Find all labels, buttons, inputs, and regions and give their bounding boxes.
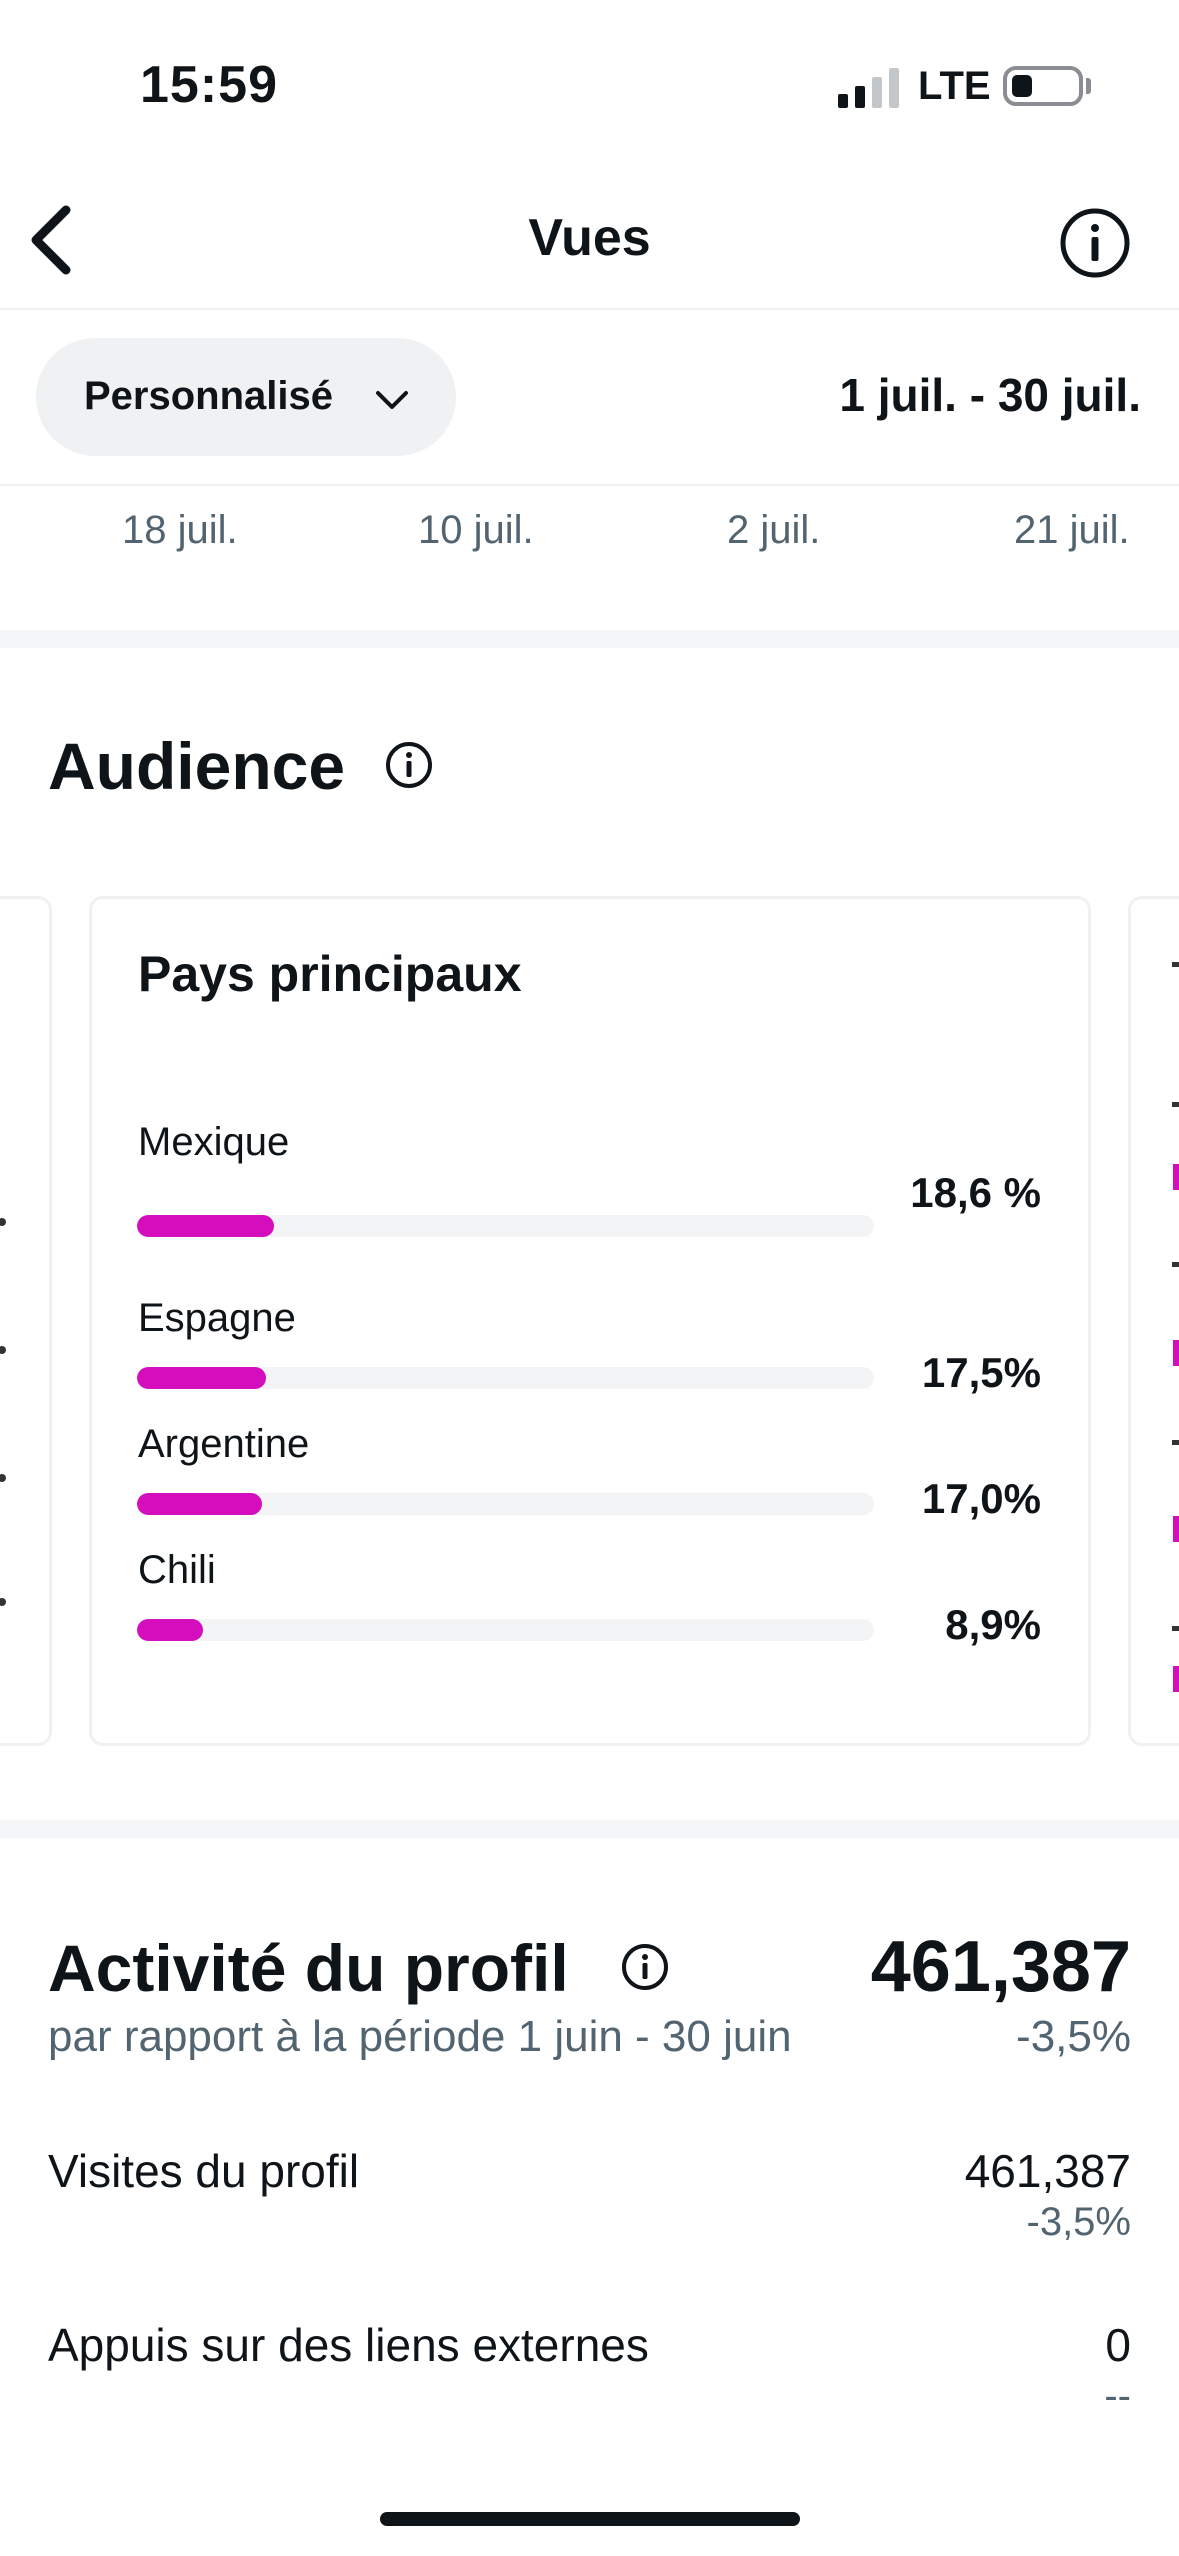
country-bar-fill: [137, 1493, 263, 1515]
country-percent: 8,9%: [945, 1601, 1041, 1648]
header-divider: [0, 308, 1179, 310]
axis-tick-label: 21 juil.: [1014, 508, 1130, 552]
country-label: Mexique: [138, 1120, 290, 1164]
edge-marker: [0, 1218, 6, 1226]
battery-tip: [1086, 78, 1091, 94]
section-separator: [0, 1820, 1179, 1838]
status-time: 15:59: [140, 56, 278, 114]
profile-activity-total: 461,387: [870, 1927, 1131, 2007]
card-title: Pays principaux: [138, 946, 522, 1002]
edge-marker: [1172, 1102, 1179, 1107]
profile-activity-heading: Activité du profil: [48, 1931, 569, 2005]
axis-tick-label: 10 juil.: [418, 508, 534, 552]
home-indicator[interactable]: [380, 2512, 800, 2526]
edge-marker: [1172, 1626, 1179, 1631]
metric-change: -3,5%: [1026, 2200, 1132, 2244]
period-dropdown-label: Personnalisé: [84, 374, 334, 418]
network-type: LTE: [918, 64, 991, 108]
edge-marker: [0, 1474, 6, 1482]
country-percent: 18,6 %: [910, 1169, 1041, 1216]
page-title: Vues: [528, 209, 651, 267]
metric-label: Appuis sur des liens externes: [48, 2319, 649, 2371]
top-countries-card[interactable]: [89, 896, 1091, 1746]
metric-value: 461,387: [964, 2145, 1131, 2197]
audience-heading: Audience: [48, 729, 346, 803]
country-label: Chili: [138, 1548, 216, 1592]
info-icon[interactable]: [384, 740, 434, 790]
country-bar-track: [137, 1493, 874, 1515]
info-icon[interactable]: [1058, 206, 1132, 280]
country-bar-fill: [137, 1619, 203, 1641]
metric-change: --: [1104, 2374, 1131, 2418]
edge-marker: [1172, 1262, 1179, 1267]
edge-bar: [1173, 1340, 1179, 1366]
total-change: -3,5%: [1016, 2012, 1131, 2061]
edge-bar: [1173, 1666, 1179, 1692]
signal-icon: [838, 68, 899, 108]
edge-marker: [0, 1598, 6, 1606]
country-percent: 17,0%: [921, 1475, 1041, 1522]
comparison-period: par rapport à la période 1 juin - 30 jui…: [48, 2012, 792, 2061]
edge-bar: [1173, 1164, 1179, 1190]
country-label: Argentine: [138, 1422, 310, 1466]
info-icon[interactable]: [620, 1942, 670, 1992]
country-bar-track: [137, 1619, 874, 1641]
chevron-down-icon: [376, 391, 408, 409]
metric-value: 0: [1105, 2319, 1131, 2371]
date-range[interactable]: 1 juil. - 30 juil.: [839, 369, 1141, 421]
edge-bar: [1173, 1516, 1179, 1542]
country-bar-track: [137, 1215, 874, 1237]
battery-icon: [1003, 66, 1083, 106]
audience-card-next[interactable]: [1128, 896, 1179, 1746]
axis-tick-label: 18 juil.: [122, 508, 238, 552]
edge-marker: [1172, 962, 1179, 967]
audience-card-previous[interactable]: [0, 896, 52, 1746]
edge-marker: [1172, 1440, 1179, 1445]
country-bar-fill: [137, 1215, 275, 1237]
back-chevron-icon[interactable]: [20, 200, 90, 280]
country-label: Espagne: [138, 1296, 296, 1340]
edge-marker: [0, 1346, 6, 1354]
section-separator: [0, 630, 1179, 648]
period-dropdown[interactable]: [36, 338, 456, 456]
metric-label: Visites du profil: [48, 2145, 360, 2197]
filter-divider: [0, 484, 1179, 486]
axis-tick-label: 2 juil.: [727, 508, 821, 552]
country-bar-track: [137, 1367, 874, 1389]
country-percent: 17,5%: [921, 1349, 1041, 1396]
country-bar-fill: [137, 1367, 266, 1389]
